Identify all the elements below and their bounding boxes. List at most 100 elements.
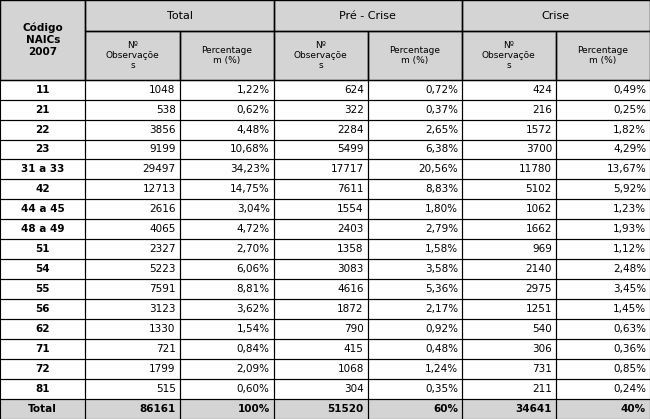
Bar [0,259,85,279]
Bar [179,160,274,179]
Bar [274,259,368,279]
Text: 1,24%: 1,24% [425,364,458,374]
Text: 2,65%: 2,65% [425,124,458,134]
Bar [368,179,462,199]
Text: 2616: 2616 [149,204,176,215]
Text: 1554: 1554 [337,204,364,215]
Bar [556,140,650,160]
Bar [179,220,274,239]
Text: 21: 21 [36,105,50,114]
Bar [556,160,650,179]
Bar [274,379,368,399]
Bar [462,80,556,100]
Bar [85,259,179,279]
Text: 1,45%: 1,45% [613,304,646,314]
Bar [462,339,556,359]
Bar [368,140,462,160]
Bar [556,299,650,319]
Bar [85,299,179,319]
Text: 304: 304 [344,384,364,394]
Text: 1068: 1068 [337,364,364,374]
Bar [274,179,368,199]
Text: 5,36%: 5,36% [425,284,458,294]
Text: 306: 306 [532,344,552,354]
Bar [179,359,274,379]
Text: 2327: 2327 [149,244,176,254]
Text: 3,62%: 3,62% [237,304,270,314]
Bar [0,220,85,239]
Text: 1,12%: 1,12% [613,244,646,254]
Bar [274,0,462,31]
Bar [556,379,650,399]
Bar [368,199,462,220]
Bar [462,119,556,140]
Bar [462,140,556,160]
Bar [0,100,85,119]
Bar [0,399,85,419]
Bar [0,179,85,199]
Text: Percentage
m (%): Percentage m (%) [201,46,252,65]
Text: 4,72%: 4,72% [237,224,270,234]
Bar [462,319,556,339]
Bar [274,299,368,319]
Text: 6,38%: 6,38% [425,145,458,155]
Bar [274,140,368,160]
Text: 0,62%: 0,62% [237,105,270,114]
Bar [462,279,556,299]
Bar [0,379,85,399]
Bar [556,100,650,119]
Text: 3700: 3700 [526,145,552,155]
Bar [368,279,462,299]
Text: 1,22%: 1,22% [237,85,270,95]
Bar [368,160,462,179]
Text: 5223: 5223 [149,264,176,274]
Bar [85,119,179,140]
Text: 60%: 60% [433,404,458,414]
Bar [556,339,650,359]
Text: 5,92%: 5,92% [613,184,646,194]
Text: 1662: 1662 [525,224,552,234]
Bar [274,119,368,140]
Bar [179,199,274,220]
Bar [462,0,650,31]
Text: 0,72%: 0,72% [425,85,458,95]
Bar [368,119,462,140]
Bar [0,0,85,80]
Bar [85,31,179,80]
Bar [368,80,462,100]
Bar [85,100,179,119]
Bar [85,140,179,160]
Bar [462,140,556,160]
Text: 4,48%: 4,48% [237,124,270,134]
Bar [462,359,556,379]
Bar [179,119,274,140]
Bar [85,199,179,220]
Bar [0,399,85,419]
Text: 40%: 40% [621,404,646,414]
Bar [274,279,368,299]
Bar [0,179,85,199]
Bar [462,119,556,140]
Bar [368,279,462,299]
Bar [0,0,85,80]
Text: 86161: 86161 [139,404,176,414]
Bar [85,160,179,179]
Text: 100%: 100% [237,404,270,414]
Bar [368,31,462,80]
Bar [85,199,179,220]
Bar [274,100,368,119]
Bar [85,399,179,419]
Bar [179,239,274,259]
Bar [0,239,85,259]
Bar [462,359,556,379]
Text: 0,49%: 0,49% [613,85,646,95]
Bar [179,399,274,419]
Bar [556,119,650,140]
Bar [0,80,85,100]
Text: 0,60%: 0,60% [237,384,270,394]
Bar [179,100,274,119]
Bar [556,259,650,279]
Bar [85,119,179,140]
Bar [274,199,368,220]
Bar [179,359,274,379]
